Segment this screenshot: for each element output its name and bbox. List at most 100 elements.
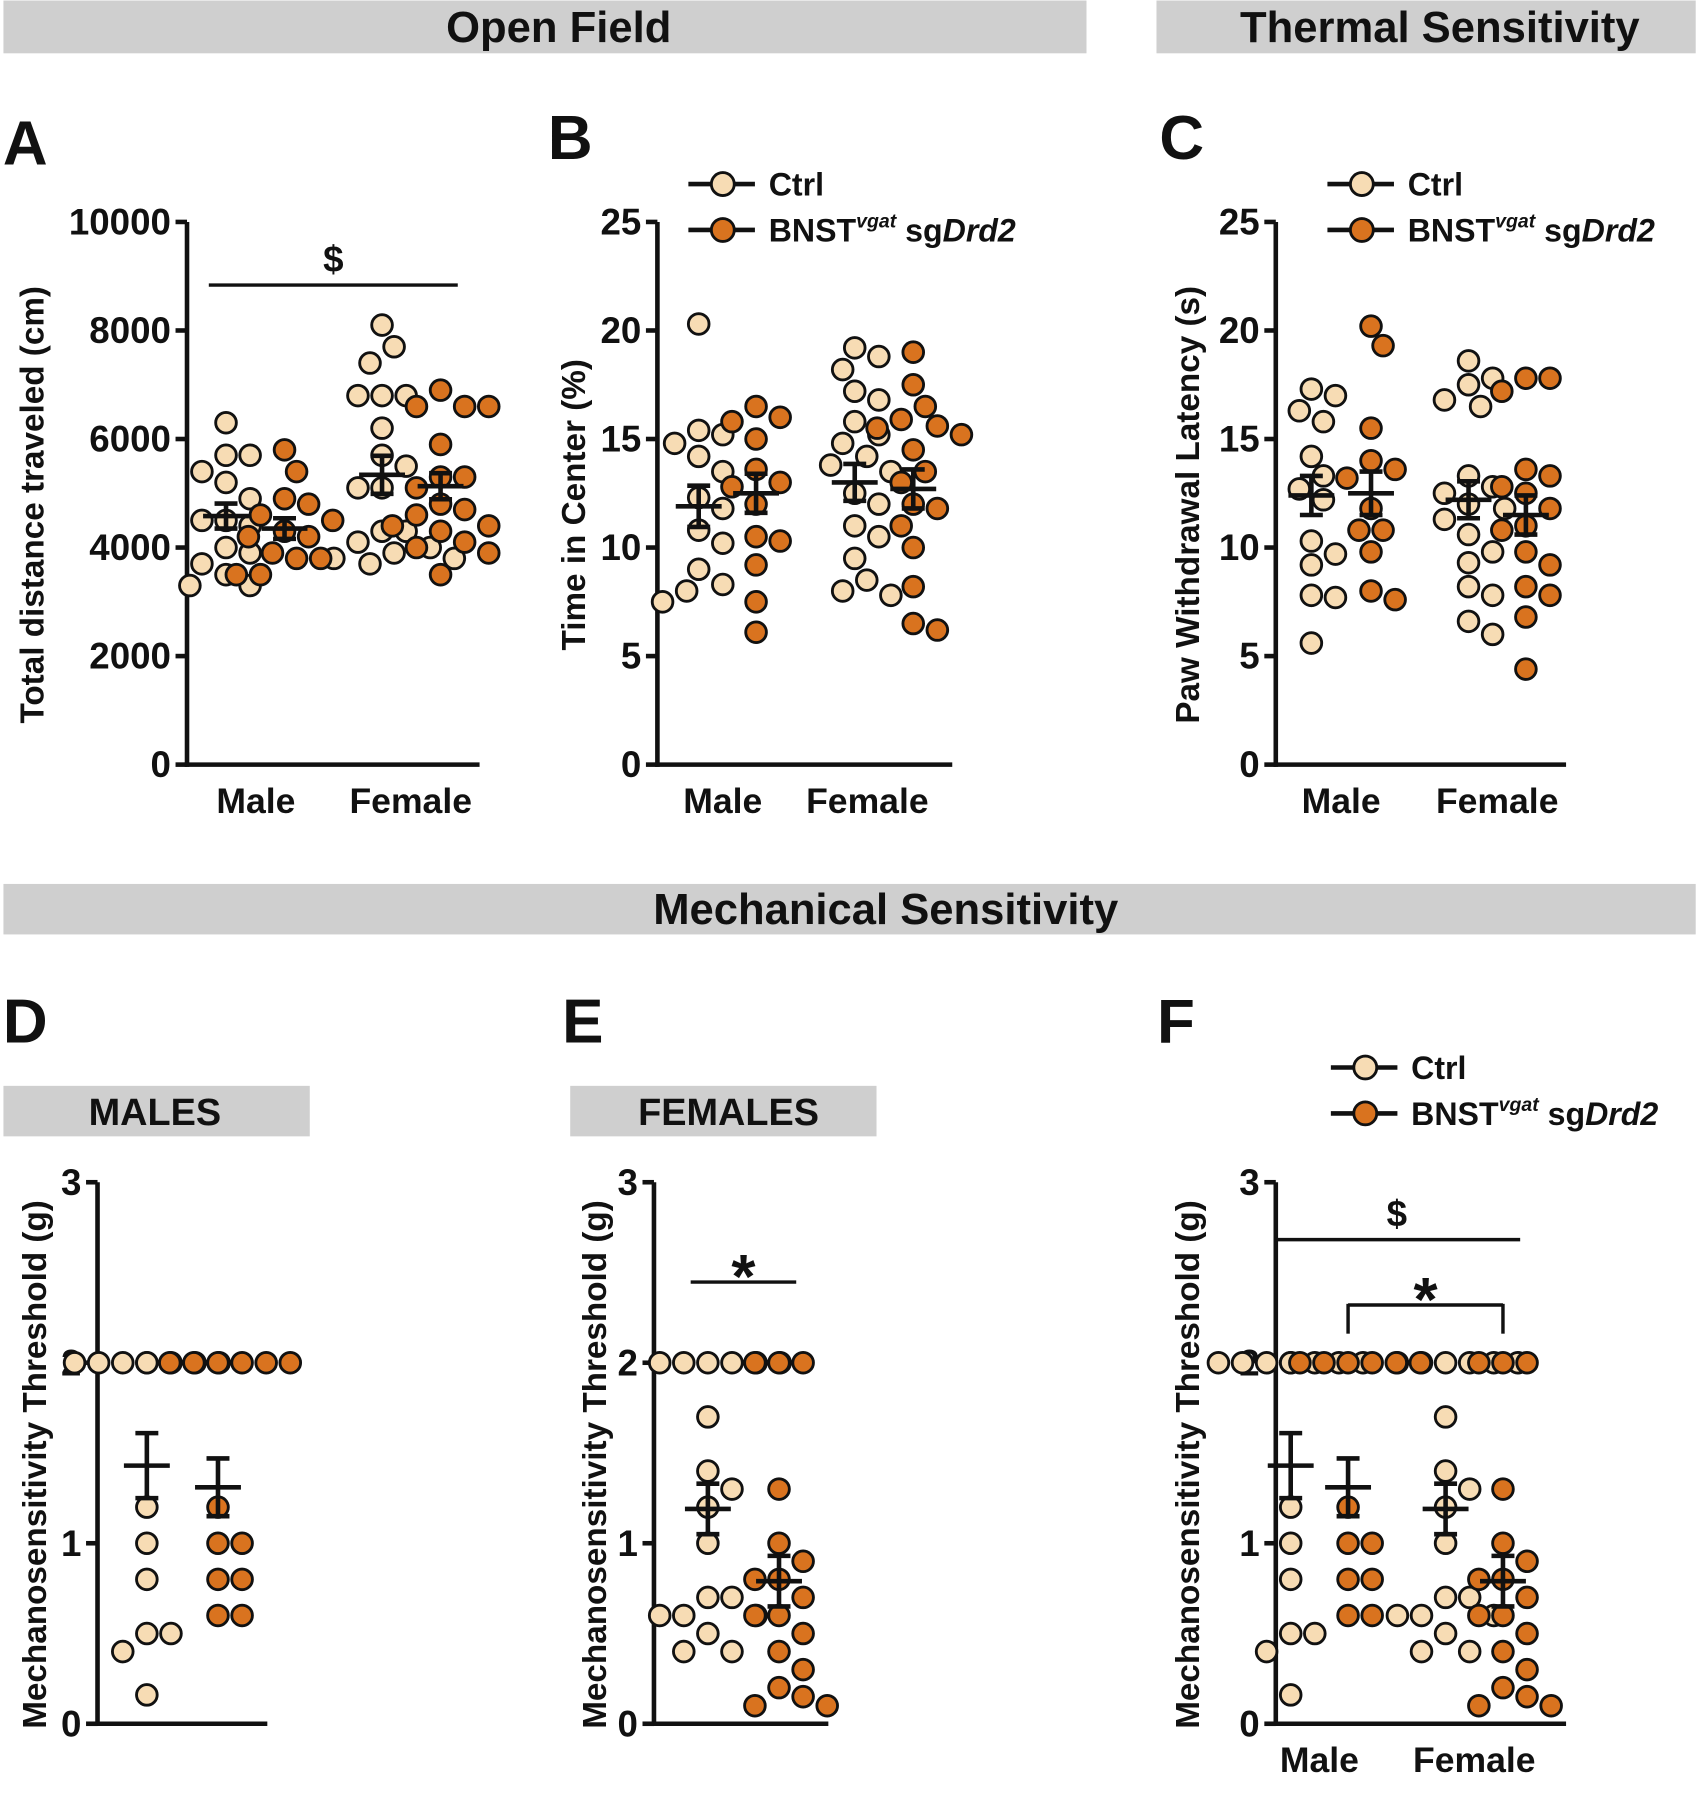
data-point xyxy=(1514,457,1538,482)
data-point xyxy=(674,579,699,603)
data-point xyxy=(696,1405,720,1429)
data-point xyxy=(1311,409,1336,434)
data-point xyxy=(404,535,429,560)
data-point xyxy=(855,568,879,592)
data-point xyxy=(901,574,926,599)
data-point xyxy=(230,1531,254,1556)
data-point xyxy=(284,546,309,571)
legend-text-base: BNST xyxy=(1408,212,1496,248)
header-bar-thermal xyxy=(1156,0,1696,54)
data-point xyxy=(1515,1350,1539,1375)
data-point xyxy=(672,1350,696,1375)
data-point xyxy=(370,383,394,408)
y-tick-label: 1 xyxy=(617,1523,637,1564)
data-point xyxy=(1515,1621,1539,1646)
data-point xyxy=(1456,550,1481,575)
data-point xyxy=(206,1350,230,1375)
y-tick-label: 0 xyxy=(621,744,641,785)
data-point xyxy=(296,524,321,549)
data-point xyxy=(686,312,711,336)
y-axis-label: Mechanosensitivity Threshold (g) xyxy=(17,1200,54,1729)
data-point xyxy=(135,1350,159,1375)
data-point xyxy=(650,590,675,614)
data-point xyxy=(830,579,855,603)
data-point xyxy=(662,431,687,456)
data-point xyxy=(135,1683,159,1707)
data-point xyxy=(135,1531,159,1556)
legend-marker xyxy=(1348,171,1375,197)
data-point xyxy=(925,618,950,642)
data-point xyxy=(158,1350,182,1375)
data-point xyxy=(1456,349,1481,373)
data-point xyxy=(1299,529,1324,553)
data-point xyxy=(214,535,238,560)
data-point xyxy=(284,459,309,484)
data-point xyxy=(111,1350,135,1375)
data-point xyxy=(1491,1477,1515,1501)
data-point xyxy=(214,443,238,468)
data-point xyxy=(647,1350,672,1375)
data-point xyxy=(1312,1350,1336,1375)
data-point xyxy=(370,313,394,337)
data-point xyxy=(404,503,429,527)
legend-text-mid: sg xyxy=(896,212,942,248)
data-point xyxy=(214,410,238,435)
data-point xyxy=(842,336,867,360)
data-point xyxy=(1278,1683,1303,1707)
y-axis-label: Total distance traveled (cm) xyxy=(15,286,52,724)
data-point xyxy=(767,1350,791,1375)
y-tick-label: 1 xyxy=(1239,1523,1259,1564)
data-point xyxy=(647,1603,672,1628)
data-point xyxy=(346,530,370,554)
data-point xyxy=(238,486,262,511)
data-point xyxy=(190,508,214,533)
y-tick-label: 0 xyxy=(617,1703,637,1744)
y-tick-label: 0 xyxy=(61,1703,81,1744)
data-point xyxy=(1457,1639,1482,1664)
data-point xyxy=(1515,1585,1539,1610)
panel-c: C 0 5 10 15 20 25 Paw Withdrawal Latency (s) Mal… xyxy=(1159,104,1655,821)
y-axis-label: Mechanosensitivity Threshold (g) xyxy=(577,1200,614,1729)
legend-label-ctrl: Ctrl xyxy=(1408,167,1463,203)
data-point xyxy=(901,438,926,462)
data-point xyxy=(1323,585,1348,610)
panel-a: A 0 2000 4000 6000 8000 10000 Total distance tr… xyxy=(3,110,501,821)
significance-marker: * xyxy=(731,1243,756,1312)
x-tick-label: Female xyxy=(1413,1740,1536,1780)
data-point xyxy=(1538,553,1562,577)
data-point xyxy=(382,541,406,565)
data-point xyxy=(135,1567,159,1592)
data-point xyxy=(1467,1350,1491,1375)
data-point xyxy=(1359,579,1383,603)
data-point xyxy=(720,1639,744,1664)
data-point xyxy=(1303,1621,1327,1646)
y-tick-label: 25 xyxy=(1219,202,1260,243)
y-tick-label: 0 xyxy=(151,744,171,785)
data-point xyxy=(1288,1350,1312,1375)
data-point xyxy=(278,1350,303,1375)
data-point xyxy=(696,1459,720,1483)
data-point xyxy=(791,1350,815,1375)
data-point xyxy=(190,552,214,576)
data-point xyxy=(865,416,889,440)
data-point xyxy=(1433,1585,1458,1610)
data-point xyxy=(308,546,333,571)
data-point xyxy=(744,620,768,644)
data-point xyxy=(768,529,792,553)
y-tick-label: 15 xyxy=(601,419,642,460)
y-tick-label: 20 xyxy=(1219,310,1260,351)
data-point xyxy=(1514,540,1538,564)
legend-text-mid: sg xyxy=(1535,212,1581,248)
legend-label-ctrl: Ctrl xyxy=(769,167,824,203)
data-point xyxy=(889,514,913,538)
data-point xyxy=(711,531,735,555)
data-point xyxy=(1206,1350,1231,1375)
y-tick-label: 5 xyxy=(621,636,641,677)
y-tick-label: 6000 xyxy=(89,419,171,460)
data-point xyxy=(720,1477,744,1501)
header-bar-males xyxy=(3,1085,310,1137)
y-axis-label: Paw Withdrawal Latency (s) xyxy=(1170,286,1207,724)
data-point xyxy=(248,503,273,527)
data-point xyxy=(686,557,711,582)
